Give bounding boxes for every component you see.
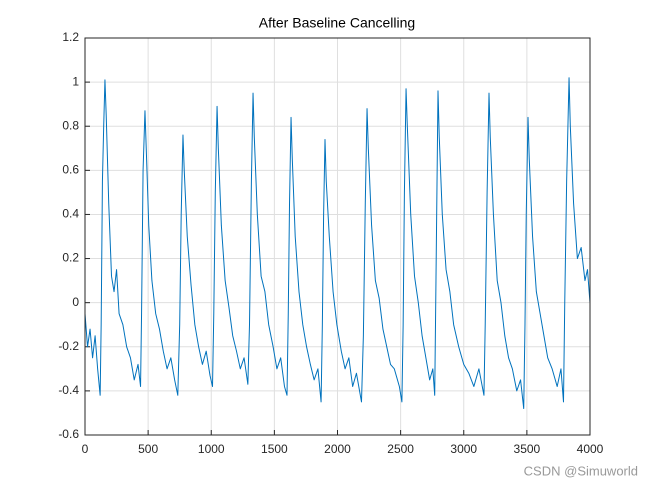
- x-tick-label: 0: [82, 442, 89, 456]
- y-tick-label: -0.4: [58, 383, 79, 397]
- y-tick-label: 0.6: [62, 163, 79, 177]
- y-tick-label: 0.2: [62, 251, 79, 265]
- x-tick-label: 1500: [261, 442, 288, 456]
- x-tick-label: 500: [138, 442, 158, 456]
- y-tick-label: -0.6: [58, 427, 79, 441]
- x-tick-label: 2500: [387, 442, 414, 456]
- chart-title: After Baseline Cancelling: [259, 15, 415, 31]
- x-tick-label: 2000: [324, 442, 351, 456]
- signal-line: [84, 77, 591, 410]
- watermark: CSDN @Simuworld: [524, 463, 638, 478]
- y-tick-label: 1.2: [62, 30, 79, 44]
- y-tick-label: 0.8: [62, 118, 79, 132]
- x-tick-label: 3000: [450, 442, 477, 456]
- x-tick-label: 1000: [198, 442, 225, 456]
- y-tick-label: -0.2: [58, 339, 79, 353]
- x-tick-label: 3500: [514, 442, 541, 456]
- axes-box: [84, 37, 591, 436]
- x-tick-label: 4000: [577, 442, 604, 456]
- y-tick-label: 0.4: [62, 207, 79, 221]
- y-tick-label: 1: [72, 74, 79, 88]
- y-tick-label: 0: [72, 295, 79, 309]
